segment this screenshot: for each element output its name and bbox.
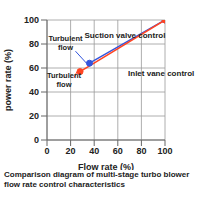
svg-text:60: 60 [113, 146, 123, 156]
svg-text:Inlet vane control: Inlet vane control [128, 69, 194, 78]
svg-text:Flow rate (%): Flow rate (%) [78, 162, 134, 170]
svg-text:0: 0 [34, 135, 39, 145]
svg-text:0: 0 [44, 146, 49, 156]
svg-text:Suction valve control: Suction valve control [84, 31, 165, 40]
svg-text:40: 40 [89, 146, 99, 156]
svg-text:power rate (%): power rate (%) [8, 49, 13, 111]
svg-text:80: 80 [136, 146, 146, 156]
svg-text:60: 60 [29, 63, 39, 73]
svg-text:80: 80 [29, 39, 39, 49]
svg-text:Turbulentflow: Turbulentflow [48, 34, 83, 52]
svg-text:Turbulentflow: Turbulentflow [47, 71, 82, 89]
svg-text:20: 20 [66, 146, 76, 156]
html-text:Comparison diagram of multi-st: Comparison diagram of multi-stage turbo … [4, 170, 190, 189]
svg-text:100: 100 [24, 15, 39, 25]
svg-text:100: 100 [157, 146, 172, 156]
svg-text:20: 20 [29, 111, 39, 121]
svg-text:40: 40 [29, 87, 39, 97]
